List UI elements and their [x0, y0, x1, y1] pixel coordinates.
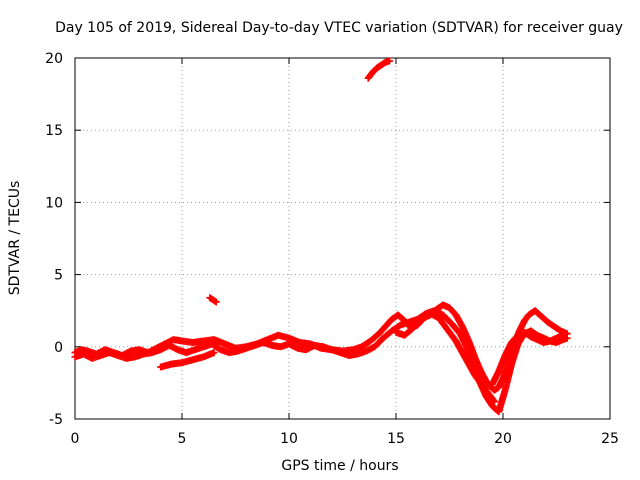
data-point — [211, 297, 219, 305]
chart-title: Day 105 of 2019, Sidereal Day-to-day VTE… — [55, 20, 623, 36]
data-point — [559, 331, 567, 339]
series-track-g — [488, 328, 567, 388]
y-tick-label: 20 — [45, 51, 63, 67]
data-point — [210, 349, 218, 357]
series-track-d — [206, 294, 220, 306]
y-tick-labels: -5 0 5 10 15 20 — [45, 51, 63, 428]
y-tick-label: 5 — [54, 268, 63, 284]
x-tick-label: 10 — [280, 431, 298, 447]
data-point — [212, 298, 220, 306]
series-track-f — [392, 310, 498, 406]
x-tick-label: 0 — [71, 431, 80, 447]
data-point — [490, 396, 498, 404]
x-tick-label: 20 — [494, 431, 512, 447]
x-tick-label: 25 — [601, 431, 619, 447]
data-point — [563, 334, 571, 342]
x-axis-label: GPS time / hours — [281, 458, 398, 474]
y-tick-label: 15 — [45, 123, 63, 139]
y-tick-label: 0 — [54, 340, 63, 356]
data-points — [71, 57, 571, 416]
x-tick-labels: 0 5 10 15 20 25 — [71, 431, 619, 447]
x-tick-label: 5 — [178, 431, 187, 447]
plot-frame — [74, 57, 611, 420]
data-point — [490, 398, 498, 406]
tick-marks — [74, 57, 611, 420]
y-axis-label: SDTVAR / TECUs — [7, 181, 23, 296]
grid-lines — [75, 58, 610, 419]
series-track-e — [364, 57, 394, 82]
y-tick-label: 10 — [45, 195, 63, 211]
data-point — [386, 57, 394, 65]
y-tick-label: -5 — [49, 412, 63, 428]
x-tick-label: 15 — [387, 431, 405, 447]
series-track-c — [157, 349, 218, 371]
